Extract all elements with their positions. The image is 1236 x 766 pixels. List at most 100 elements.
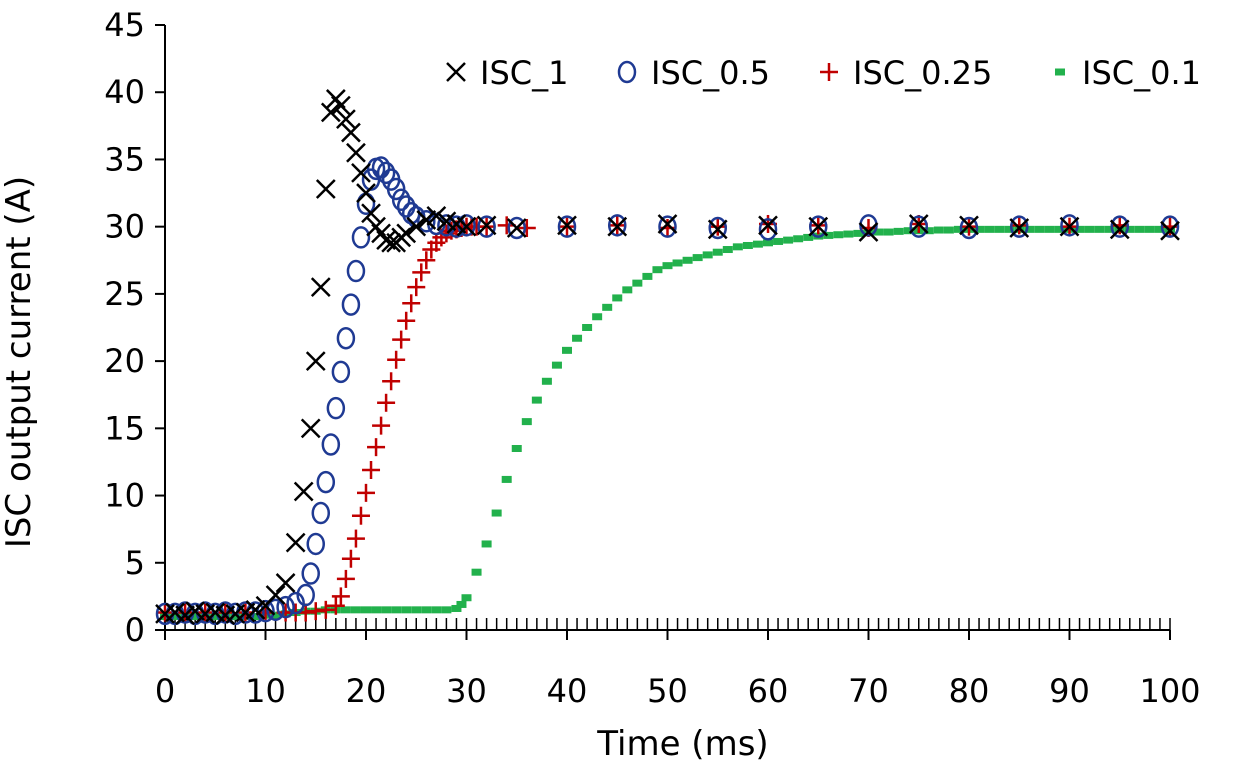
x-tick-label: 70 bbox=[848, 672, 889, 710]
series-isc-0-5 bbox=[155, 156, 1180, 626]
data-point bbox=[326, 396, 346, 420]
data-point bbox=[417, 251, 436, 270]
data-point-stroke bbox=[557, 215, 577, 236]
y-tick-label: 20 bbox=[104, 342, 145, 380]
data-point bbox=[592, 313, 603, 321]
data-point bbox=[311, 501, 331, 525]
legend-label: ISC_0.1 bbox=[1082, 54, 1201, 92]
data-point bbox=[853, 229, 864, 237]
data-point bbox=[300, 418, 321, 439]
data-point-stroke bbox=[758, 215, 778, 236]
data-point bbox=[672, 259, 683, 267]
legend-item: ISC_1 bbox=[446, 54, 568, 92]
data-point bbox=[356, 192, 376, 216]
y-tick-label: 15 bbox=[104, 409, 145, 447]
data-point bbox=[1160, 220, 1180, 241]
data-point bbox=[1060, 214, 1079, 237]
data-point-stroke bbox=[275, 573, 296, 593]
data-point bbox=[367, 438, 386, 457]
data-point-stroke bbox=[1059, 216, 1080, 237]
data-point bbox=[477, 215, 496, 238]
y-axis-title: ISC output current (A) bbox=[0, 176, 39, 548]
data-point bbox=[732, 243, 743, 251]
data-point bbox=[170, 613, 181, 621]
data-point bbox=[893, 227, 904, 235]
data-point bbox=[320, 102, 341, 123]
data-point bbox=[541, 377, 552, 385]
x-tick-label: 10 bbox=[245, 672, 286, 710]
x-tick-label: 100 bbox=[1139, 672, 1200, 710]
data-point bbox=[397, 311, 416, 330]
data-point bbox=[742, 241, 753, 249]
data-point bbox=[1154, 225, 1165, 233]
legend: ISC_1 ISC_0.5 ISC_0.25 ISC_0.1 bbox=[446, 54, 1201, 92]
data-point bbox=[416, 210, 437, 230]
data-point-stroke bbox=[265, 585, 286, 605]
legend-marker bbox=[446, 62, 466, 82]
data-point bbox=[994, 225, 1005, 233]
legend-item: ISC_0.25 bbox=[820, 54, 992, 92]
y-tick-label: 30 bbox=[104, 208, 145, 246]
data-point bbox=[959, 216, 979, 240]
data-point-stroke bbox=[285, 532, 306, 553]
data-point bbox=[823, 231, 834, 239]
x-tick-label: 20 bbox=[346, 672, 387, 710]
legend-item: ISC_0.5 bbox=[617, 54, 770, 92]
data-point bbox=[346, 529, 365, 548]
data-point bbox=[551, 361, 562, 369]
data-point bbox=[763, 239, 773, 247]
data-point bbox=[417, 210, 436, 233]
data-point-stroke bbox=[381, 232, 402, 253]
data-point bbox=[511, 445, 522, 452]
data-point bbox=[412, 263, 431, 282]
data-point-stroke bbox=[1009, 218, 1030, 238]
legend-marker bbox=[820, 63, 838, 81]
data-point bbox=[175, 605, 195, 626]
data-point-stroke bbox=[305, 351, 326, 371]
data-point-stroke bbox=[185, 601, 206, 622]
series-isc-0-1 bbox=[160, 225, 1175, 621]
data-point bbox=[758, 218, 778, 241]
y-tick-label: 25 bbox=[104, 275, 145, 313]
data-point bbox=[456, 216, 477, 237]
data-point bbox=[336, 109, 356, 129]
data-point bbox=[1110, 215, 1129, 238]
data-point bbox=[1144, 225, 1155, 233]
data-point bbox=[758, 215, 778, 236]
data-point bbox=[361, 203, 381, 224]
data-point-stroke bbox=[361, 203, 381, 224]
data-point-stroke bbox=[1160, 220, 1180, 241]
data-point bbox=[341, 293, 361, 316]
data-point-stroke bbox=[330, 95, 351, 116]
x-tick-label: 60 bbox=[748, 672, 789, 710]
data-point bbox=[883, 228, 894, 236]
data-point bbox=[326, 596, 345, 615]
data-point-stroke bbox=[858, 222, 879, 242]
data-point bbox=[441, 606, 452, 614]
data-point bbox=[381, 606, 392, 614]
data-point-stroke bbox=[341, 122, 361, 143]
data-point-stroke bbox=[310, 277, 331, 298]
data-point bbox=[752, 240, 763, 248]
data-point-stroke bbox=[959, 215, 979, 236]
data-point bbox=[190, 613, 201, 621]
data-point bbox=[923, 227, 934, 235]
data-point bbox=[873, 228, 884, 236]
data-point bbox=[953, 225, 964, 233]
data-point bbox=[908, 214, 929, 234]
data-point bbox=[803, 233, 814, 241]
y-tick-label: 5 bbox=[125, 544, 145, 582]
data-point bbox=[909, 215, 928, 238]
data-point bbox=[351, 163, 371, 183]
data-point bbox=[622, 286, 633, 294]
data-point bbox=[1024, 225, 1035, 233]
data-point-stroke bbox=[436, 211, 457, 232]
data-point bbox=[974, 225, 985, 233]
data-point bbox=[377, 393, 396, 412]
series-isc-1 bbox=[155, 89, 1180, 626]
data-point bbox=[1134, 225, 1145, 233]
axes: 0 5 10 15 20 25 30 35 40 45 0 10 20 30 40 50 60 70 80 90 100 bbox=[104, 6, 1200, 710]
data-point-stroke bbox=[506, 218, 527, 238]
data-point bbox=[572, 334, 583, 342]
